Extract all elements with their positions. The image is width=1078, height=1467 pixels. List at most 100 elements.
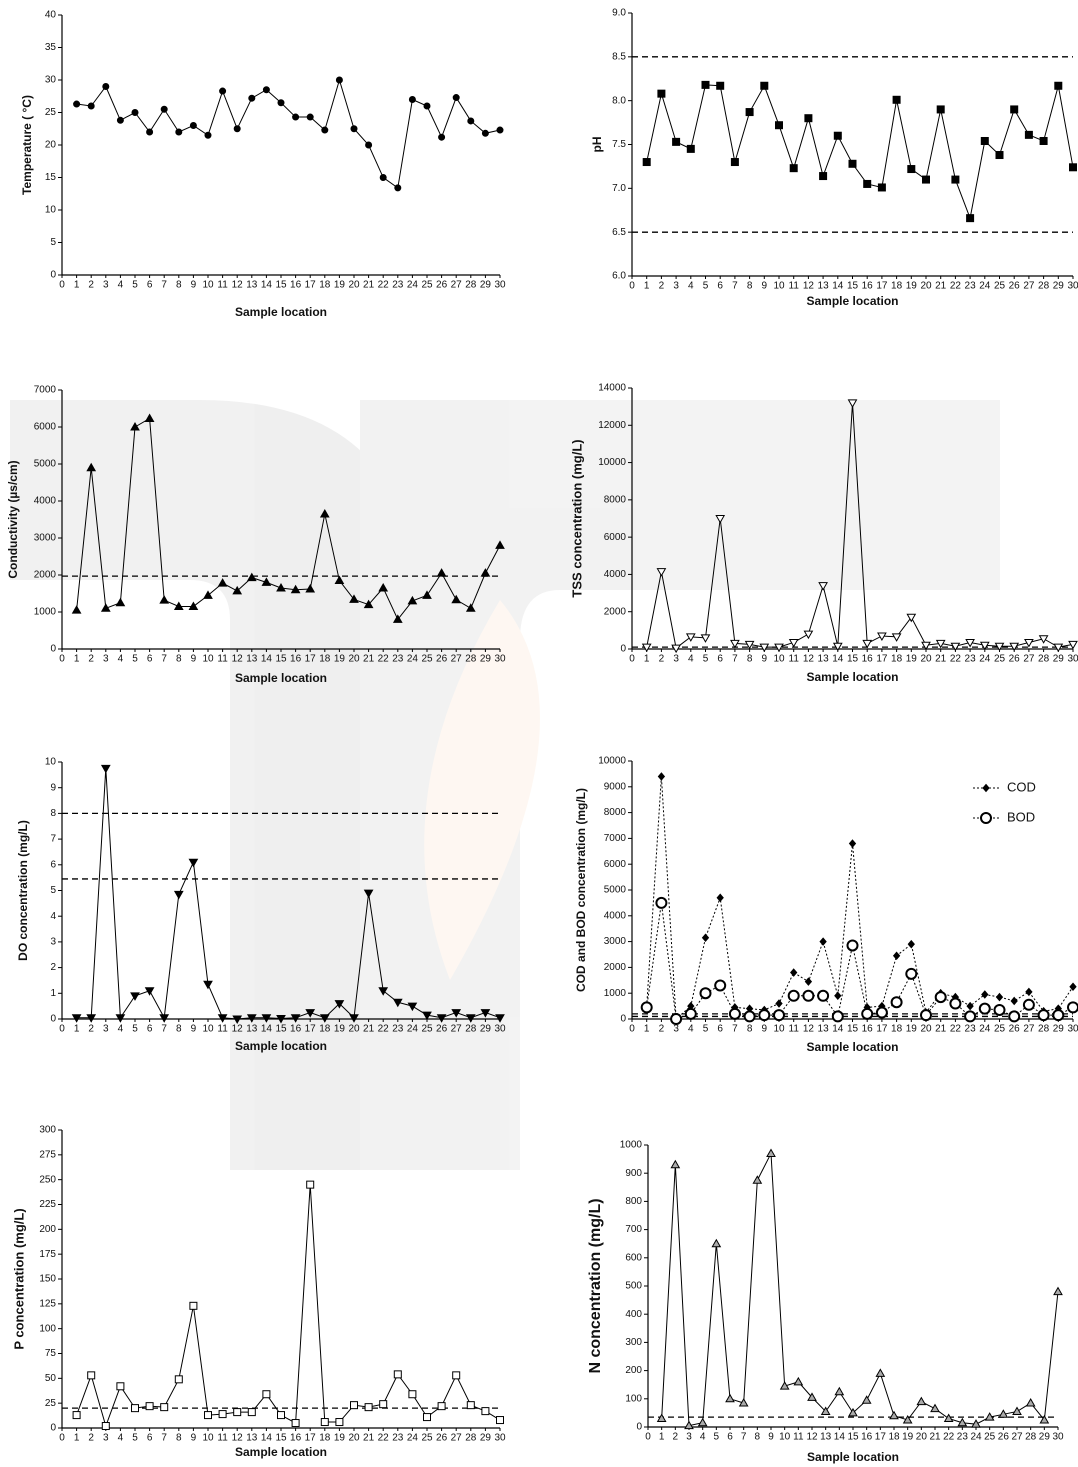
y-axis-label: P concentration (mg/L) (11, 1208, 26, 1349)
x-tick-label: 29 (480, 654, 492, 665)
marker (205, 1412, 212, 1419)
marker (132, 1405, 139, 1412)
marker (1009, 1011, 1019, 1021)
marker (699, 1419, 707, 1426)
marker (893, 634, 901, 641)
marker (774, 1010, 784, 1020)
x-tick-label: 18 (319, 654, 331, 665)
x-tick-label: 14 (832, 654, 844, 665)
x-tick-label: 17 (876, 1024, 888, 1035)
marker (671, 1014, 681, 1024)
marker (876, 1369, 884, 1376)
x-tick-label: 25 (421, 1433, 433, 1444)
y-axis-label: Temperature ( °C) (20, 95, 34, 195)
x-tick-label: 20 (920, 281, 932, 292)
marker (687, 145, 694, 152)
marker (117, 1383, 124, 1390)
marker (753, 1176, 761, 1183)
x-tick-label: 5 (703, 1024, 709, 1035)
x-axis-label: Sample location (235, 1445, 327, 1459)
marker (835, 992, 841, 999)
marker (1011, 997, 1017, 1004)
x-tick-label: 5 (132, 1433, 138, 1444)
x-tick-label: 7 (161, 1433, 167, 1444)
x-tick-label: 17 (876, 281, 888, 292)
x-tick-label: 25 (421, 654, 433, 665)
x-tick-label: 9 (191, 280, 197, 291)
y-tick-label: 8000 (604, 807, 627, 818)
x-tick-label: 4 (688, 1024, 694, 1035)
x-tick-label: 23 (965, 281, 977, 292)
legend-label: COD (1007, 779, 1036, 794)
x-tick-label: 23 (957, 1432, 969, 1443)
x-tick-label: 12 (232, 280, 244, 291)
x-tick-label: 17 (305, 654, 317, 665)
marker (278, 100, 284, 106)
x-tick-label: 23 (392, 654, 404, 665)
marker (658, 773, 664, 780)
y-tick-label: 300 (39, 1125, 56, 1136)
x-tick-label: 22 (378, 654, 390, 665)
marker (1026, 988, 1032, 995)
marker (147, 129, 153, 135)
y-axis-label: TSS concentration (mg/L) (569, 439, 584, 597)
y-tick-label: 3 (50, 937, 56, 948)
x-tick-label: 13 (818, 281, 830, 292)
x-tick-label: 17 (305, 1024, 317, 1035)
x-tick-label: 2 (88, 280, 94, 291)
y-tick-label: 1000 (604, 988, 627, 999)
marker (293, 114, 299, 120)
x-tick-label: 21 (935, 281, 947, 292)
marker (307, 1181, 314, 1188)
chart-panel: 0510152025303540012345678910111213141516… (20, 10, 506, 320)
y-tick-label: 6 (50, 859, 56, 870)
marker (88, 1372, 95, 1379)
x-tick-label: 11 (793, 1432, 804, 1443)
marker (116, 1015, 124, 1022)
marker (894, 952, 900, 959)
x-tick-label: 10 (773, 654, 785, 665)
x-tick-label: 2 (673, 1432, 679, 1443)
x-tick-label: 8 (176, 1024, 182, 1035)
x-tick-label: 10 (779, 1432, 791, 1443)
y-tick-label: 4 (50, 911, 56, 922)
y-tick-label: 9.0 (612, 8, 626, 19)
x-tick-label: 28 (1038, 654, 1050, 665)
marker (204, 981, 212, 988)
x-tick-label: 16 (290, 280, 302, 291)
marker (805, 978, 811, 985)
y-tick-label: 6000 (34, 422, 57, 433)
x-axis-label: Sample location (807, 1450, 899, 1464)
marker (1013, 1407, 1021, 1414)
marker (767, 1149, 775, 1156)
y-tick-label: 12000 (598, 420, 626, 431)
marker (234, 1409, 241, 1416)
y-tick-label: 400 (625, 1309, 642, 1320)
x-tick-label: 2 (88, 1024, 94, 1035)
marker (116, 599, 124, 606)
marker (102, 1423, 109, 1430)
y-tick-label: 1000 (34, 607, 57, 618)
marker (438, 1403, 445, 1410)
marker (1039, 1010, 1049, 1020)
x-tick-label: 16 (862, 654, 874, 665)
x-tick-label: 3 (673, 654, 679, 665)
x-tick-label: 22 (943, 1432, 955, 1443)
x-tick-label: 22 (378, 1433, 390, 1444)
marker (131, 993, 139, 1000)
y-tick-label: 2000 (34, 570, 57, 581)
x-tick-label: 21 (363, 280, 375, 291)
marker (482, 1408, 489, 1415)
marker (161, 106, 167, 112)
x-tick-label: 29 (1053, 1024, 1065, 1035)
x-tick-label: 15 (275, 654, 287, 665)
marker (190, 123, 196, 129)
x-tick-label: 9 (762, 654, 768, 665)
x-tick-label: 24 (407, 1024, 419, 1035)
x-axis-label: Sample location (806, 1040, 898, 1054)
x-tick-label: 25 (421, 280, 433, 291)
x-tick-label: 25 (421, 1024, 433, 1035)
marker (952, 176, 959, 183)
x-tick-label: 30 (494, 280, 506, 291)
